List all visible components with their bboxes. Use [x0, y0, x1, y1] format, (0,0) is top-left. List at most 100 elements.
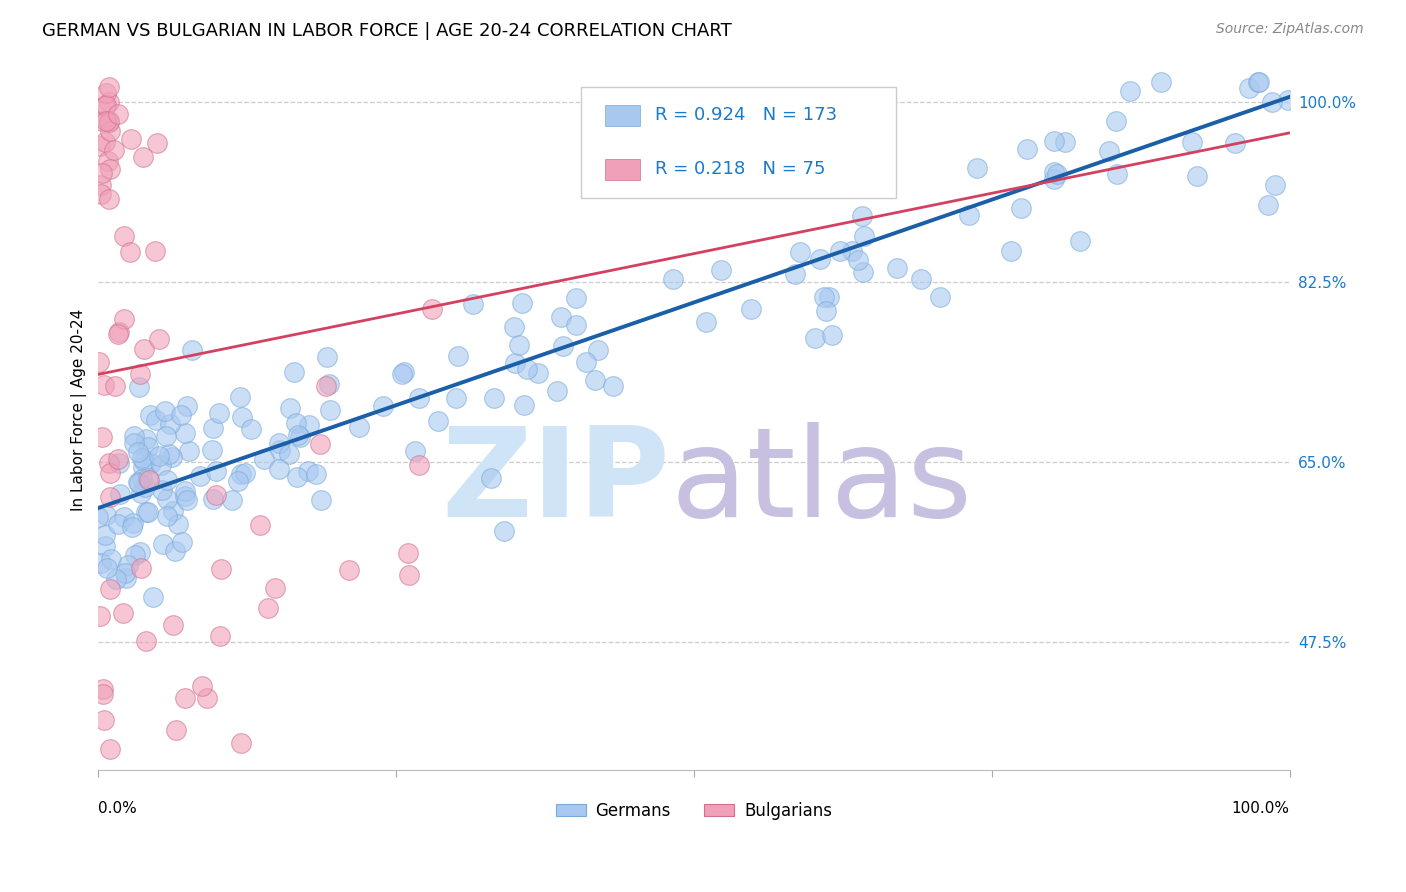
- Point: [131, 450, 153, 465]
- Point: [150, 458, 173, 472]
- Point: [479, 470, 502, 484]
- Point: [176, 493, 198, 508]
- Point: [112, 510, 135, 524]
- Point: [526, 366, 548, 380]
- Point: [309, 437, 332, 451]
- Point: [1264, 178, 1286, 192]
- Point: [202, 492, 225, 507]
- Point: [104, 572, 127, 586]
- Point: [112, 229, 135, 244]
- Point: [143, 244, 166, 258]
- Point: [170, 408, 193, 422]
- Point: [104, 378, 127, 392]
- Point: [269, 462, 291, 476]
- Point: [408, 458, 430, 472]
- Point: [249, 517, 271, 532]
- Point: [160, 450, 183, 464]
- Point: [815, 303, 838, 318]
- Point: [91, 681, 114, 696]
- Point: [444, 391, 467, 405]
- Point: [89, 609, 111, 624]
- Point: [98, 742, 121, 756]
- Point: [93, 713, 115, 727]
- Point: [132, 342, 155, 356]
- Point: [136, 471, 159, 485]
- Point: [107, 456, 129, 470]
- Point: [87, 355, 110, 369]
- Point: [148, 332, 170, 346]
- Point: [229, 390, 252, 404]
- Point: [1223, 136, 1246, 150]
- Point: [842, 176, 865, 190]
- Point: [97, 95, 120, 109]
- Point: [1246, 74, 1268, 88]
- Point: [231, 736, 253, 750]
- Point: [1053, 135, 1076, 149]
- Point: [107, 107, 129, 121]
- Point: [195, 691, 218, 706]
- Point: [127, 444, 149, 458]
- Point: [107, 451, 129, 466]
- FancyBboxPatch shape: [581, 87, 897, 198]
- Point: [122, 436, 145, 450]
- Point: [551, 339, 574, 353]
- Point: [91, 430, 114, 444]
- Point: [287, 428, 309, 442]
- Point: [90, 166, 112, 180]
- Point: [564, 291, 586, 305]
- Point: [886, 261, 908, 276]
- Point: [929, 290, 952, 304]
- Point: [1185, 169, 1208, 183]
- Point: [165, 723, 187, 738]
- Point: [510, 296, 533, 310]
- Point: [142, 591, 165, 605]
- Point: [546, 384, 568, 399]
- Point: [163, 544, 186, 558]
- Point: [131, 472, 153, 486]
- Point: [97, 456, 120, 470]
- Point: [408, 391, 430, 405]
- Point: [565, 318, 588, 333]
- Point: [280, 401, 302, 415]
- Point: [267, 436, 290, 450]
- Point: [315, 350, 337, 364]
- Point: [208, 629, 231, 643]
- Point: [233, 466, 256, 480]
- Point: [90, 556, 112, 570]
- Point: [231, 410, 253, 425]
- Point: [98, 115, 121, 129]
- Point: [1107, 167, 1129, 181]
- Point: [309, 493, 332, 508]
- Point: [132, 459, 155, 474]
- Point: [512, 399, 534, 413]
- Point: [110, 487, 132, 501]
- Point: [1017, 142, 1039, 156]
- Point: [173, 483, 195, 498]
- Point: [583, 373, 606, 387]
- Point: [1046, 167, 1069, 181]
- Point: [138, 408, 160, 422]
- Point: [117, 558, 139, 573]
- Point: [98, 193, 121, 207]
- Point: [447, 349, 470, 363]
- Point: [404, 444, 426, 458]
- Point: [128, 475, 150, 490]
- Point: [1069, 234, 1091, 248]
- Point: [278, 447, 301, 461]
- Point: [482, 392, 505, 406]
- Point: [152, 537, 174, 551]
- Text: ZIP: ZIP: [441, 422, 671, 542]
- Point: [575, 355, 598, 369]
- Point: [162, 618, 184, 632]
- Point: [112, 311, 135, 326]
- Point: [98, 466, 121, 480]
- Point: [695, 315, 717, 329]
- Point: [1105, 113, 1128, 128]
- Point: [1000, 244, 1022, 258]
- FancyBboxPatch shape: [605, 159, 640, 180]
- Point: [813, 290, 835, 304]
- Point: [174, 489, 197, 503]
- Point: [174, 425, 197, 440]
- Point: [90, 113, 112, 128]
- Point: [394, 365, 416, 379]
